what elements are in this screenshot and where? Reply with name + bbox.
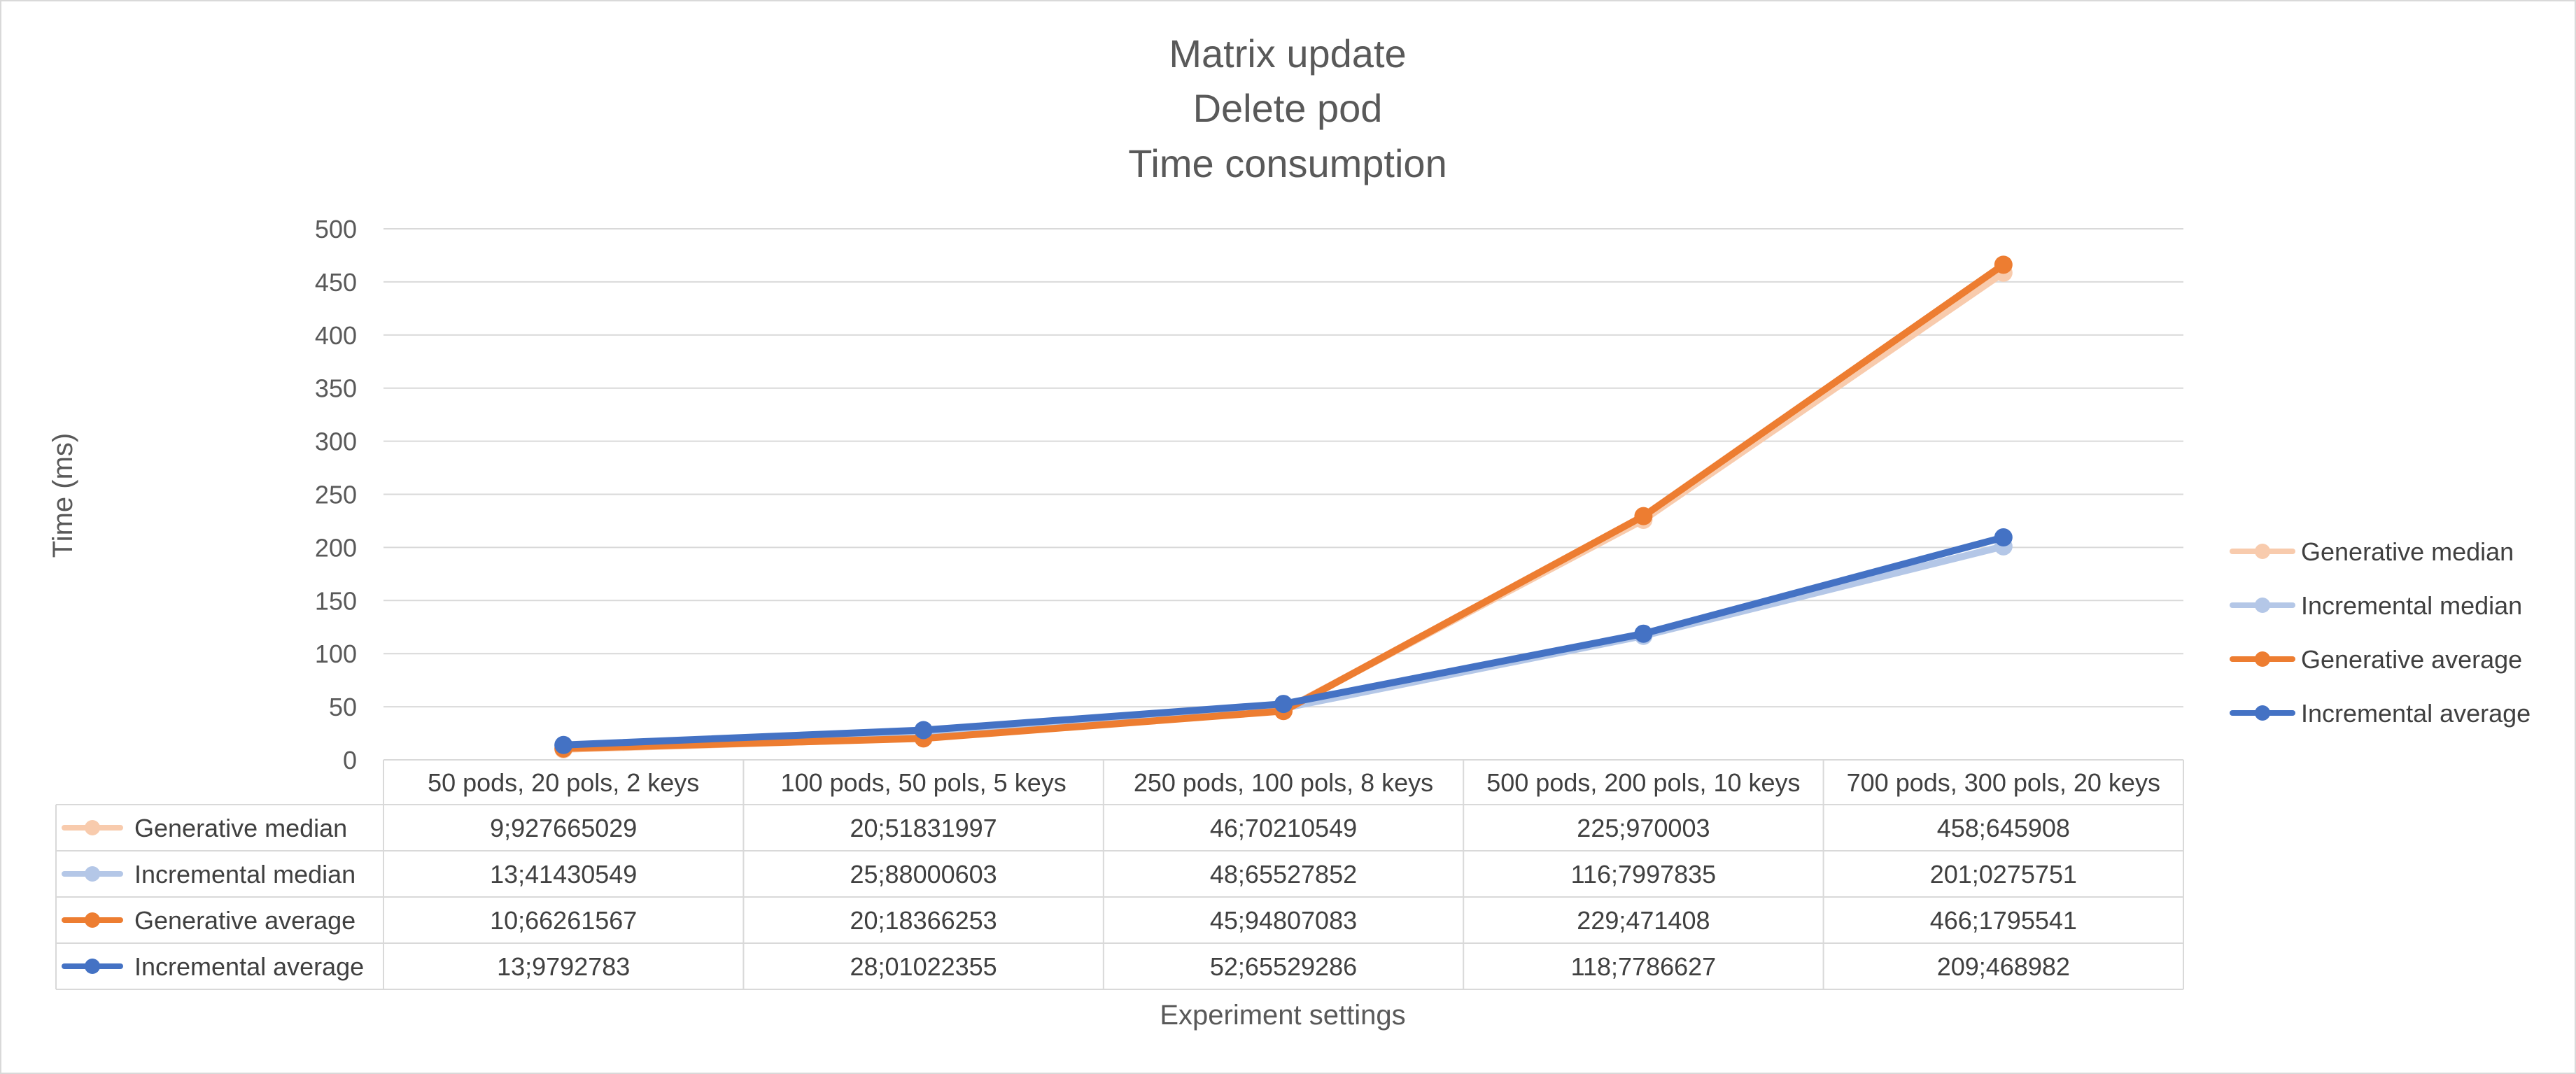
y-tick-label: 100 [315, 640, 357, 668]
legend-item: Generative average [2230, 645, 2522, 674]
series-incremental-average [554, 528, 2013, 754]
table-cell: 20;51831997 [850, 814, 997, 842]
data-point [1634, 624, 1653, 643]
table-cell: 45;94807083 [1210, 906, 1357, 935]
y-tick-label: 150 [315, 586, 357, 615]
data-point [1634, 507, 1653, 525]
legend-key-marker [2255, 598, 2270, 613]
table-cell: 9;927665029 [490, 814, 637, 842]
legend-item: Generative median [2230, 537, 2514, 566]
table-series-name: Generative average [134, 906, 356, 935]
table-legend-key-marker [85, 866, 100, 882]
legend-item: Incremental average [2230, 699, 2531, 728]
y-axis-ticks: 0 50 100 150 200 250 300 350 400 450 500 [315, 215, 357, 775]
table-cell: 52;65529286 [1210, 952, 1357, 981]
y-tick-label: 500 [315, 215, 357, 243]
table-series-name: Incremental average [134, 952, 364, 981]
table-cell: 10;66261567 [490, 906, 637, 935]
table-cell: 46;70210549 [1210, 814, 1357, 842]
y-tick-label: 250 [315, 481, 357, 509]
table-cell: 118;7786627 [1571, 952, 1717, 981]
data-point [1274, 695, 1293, 714]
table-cell: 116;7997835 [1571, 860, 1717, 889]
legend-label: Generative average [2301, 645, 2522, 674]
legend-label: Generative median [2301, 537, 2514, 566]
chart-title-line-2: Delete pod [1193, 86, 1383, 130]
table-series-name: Generative median [134, 814, 347, 842]
table-cell: 209;468982 [1937, 952, 2070, 981]
table-cell: 20;18366253 [850, 906, 997, 935]
table-legend-key-marker [85, 820, 100, 835]
y-tick-label: 200 [315, 533, 357, 562]
chart-title-line-3: Time consumption [1128, 141, 1447, 185]
table-cell: 225;970003 [1577, 814, 1710, 842]
data-table: 50 pods, 20 pols, 2 keys 100 pods, 50 pol… [55, 759, 2184, 990]
table-legend-key-marker [85, 959, 100, 974]
legend-key-marker [2255, 705, 2270, 721]
x-category-label: 500 pods, 200 pols, 10 keys [1486, 768, 1800, 797]
legend-label: Incremental median [2301, 591, 2522, 620]
table-cell: 28;01022355 [850, 952, 997, 981]
data-point [914, 721, 933, 740]
legend-item: Incremental median [2230, 591, 2522, 620]
plot-series [554, 255, 2013, 758]
legend: Generative median Incremental median Gener… [2230, 537, 2531, 728]
x-category-label: 50 pods, 20 pols, 2 keys [428, 768, 699, 797]
y-tick-label: 400 [315, 321, 357, 350]
y-tick-label: 0 [343, 746, 357, 775]
table-cell: 458;645908 [1937, 814, 2070, 842]
chart-title-line-1: Matrix update [1169, 31, 1406, 76]
x-category-label: 100 pods, 50 pols, 5 keys [780, 768, 1066, 797]
data-point [1994, 255, 2013, 274]
y-tick-label: 450 [315, 268, 357, 297]
x-axis-title: Experiment settings [1160, 1000, 1405, 1031]
legend-key-marker [2255, 544, 2270, 559]
y-tick-label: 50 [329, 693, 357, 721]
table-cell: 229;471408 [1577, 906, 1710, 935]
table-cell: 201;0275751 [1930, 860, 2077, 889]
legend-label: Incremental average [2301, 699, 2531, 728]
table-cell: 466;1795541 [1930, 906, 2077, 935]
x-category-label: 700 pods, 300 pols, 20 keys [1847, 768, 2160, 797]
y-tick-label: 350 [315, 374, 357, 403]
table-cell: 13;9792783 [497, 952, 630, 981]
data-point [554, 735, 573, 754]
table-cell: 13;41430549 [490, 860, 637, 889]
x-category-label: 250 pods, 100 pols, 8 keys [1134, 768, 1433, 797]
y-tick-label: 300 [315, 428, 357, 456]
table-cell: 48;65527852 [1210, 860, 1357, 889]
legend-key-marker [2255, 651, 2270, 667]
table-legend-key-marker [85, 912, 100, 928]
table-cell: 25;88000603 [850, 860, 997, 889]
y-axis-title: Time (ms) [48, 433, 78, 558]
data-point [1994, 528, 2013, 547]
table-series-name: Incremental median [134, 860, 356, 889]
